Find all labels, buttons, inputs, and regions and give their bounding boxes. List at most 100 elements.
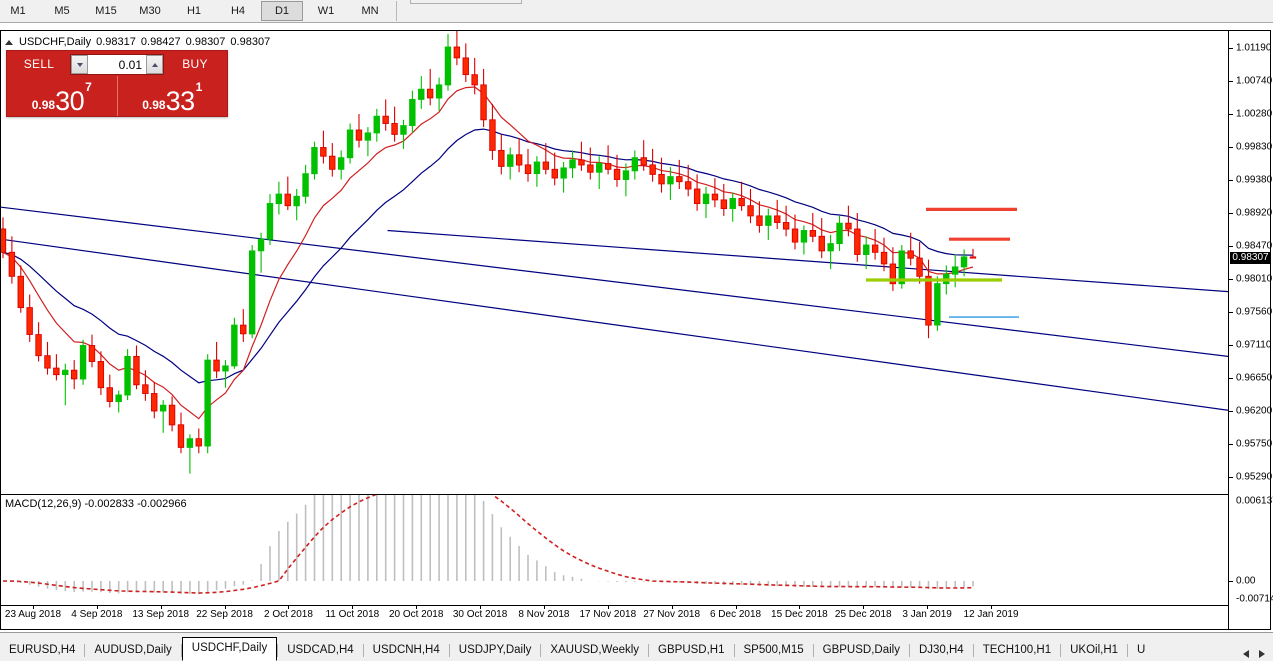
chart-tab-tech100-h1[interactable]: TECH100,H1 — [982, 644, 1052, 656]
tab-separator — [362, 644, 364, 657]
chart-close-value: 0.98307 — [230, 36, 271, 48]
price-axis-label: 1.00280 — [1236, 108, 1273, 120]
timeframe-button-m15[interactable]: M15 — [95, 5, 117, 17]
price-axis-label: 0.96200 — [1236, 405, 1273, 417]
candle-body — [1, 228, 7, 253]
candle-body — [409, 98, 416, 127]
candle-body — [213, 359, 220, 372]
chart-frame[interactable]: MACD(12,26,9) -0.002833 -0.002966 23 Aug… — [0, 30, 1273, 630]
candle-body — [916, 257, 923, 277]
candle-body — [106, 387, 113, 402]
sell-button-label[interactable]: SELL — [23, 57, 55, 71]
price-axis-tick — [1229, 146, 1233, 148]
price-axis-tick — [1229, 312, 1233, 313]
volume-decrement-button[interactable] — [71, 55, 88, 74]
candle-body — [747, 205, 754, 217]
moving-average-line — [2, 128, 974, 384]
chart-tab-usdchf-daily[interactable]: USDCHF,Daily — [181, 637, 278, 661]
date-axis-label: 8 Nov 2018 — [518, 609, 570, 620]
timeframe-button-h1[interactable]: H1 — [186, 5, 202, 17]
tab-scroll-controls[interactable] — [1239, 650, 1273, 661]
price-axis-label: 0.97110 — [1236, 339, 1272, 351]
chart-tab-dj30-h4[interactable]: DJ30,H4 — [918, 644, 964, 656]
collapse-triangle-icon[interactable] — [5, 39, 13, 45]
candle-body — [863, 244, 870, 255]
date-axis-tick — [991, 605, 992, 609]
timeframe-button-d1[interactable]: D1 — [261, 1, 303, 21]
timeframe-button-m1[interactable]: M1 — [10, 5, 26, 17]
candle-body — [898, 250, 905, 285]
timeframe-button-m5[interactable]: M5 — [54, 5, 70, 17]
date-axis-tick — [863, 605, 865, 609]
candle-body — [62, 369, 69, 376]
candle-body — [631, 157, 639, 172]
timeframe-button-h4[interactable]: H4 — [230, 5, 246, 17]
candle-body — [88, 345, 96, 362]
candle-body — [70, 369, 78, 380]
chart-high-value: 0.98427 — [140, 36, 181, 48]
candle-body — [248, 250, 256, 335]
candle-body — [489, 119, 496, 151]
chart-tab-u[interactable]: U — [1137, 644, 1146, 656]
timeframe-button-m30[interactable]: M30 — [139, 5, 161, 17]
candle-body — [462, 57, 469, 76]
candle-body — [320, 147, 327, 157]
chart-tab-usdcnh-h4[interactable]: USDCNH,H4 — [372, 644, 440, 656]
price-chart-pane[interactable] — [1, 31, 1228, 494]
timeframe-button-w1[interactable]: W1 — [317, 5, 335, 17]
one-click-trading-panel[interactable]: SELL 0.01 BUY 0.98 30 7 0.98 33 1 — [6, 50, 228, 117]
candle-body — [311, 147, 318, 175]
chart-tab-eurusd-h4[interactable]: EURUSD,H4 — [9, 644, 76, 656]
candle-body — [266, 203, 274, 240]
date-axis-label: 13 Sep 2018 — [132, 609, 190, 620]
chart-tab-usdjpy-daily[interactable]: USDJPY,Daily — [458, 644, 532, 656]
candle-body — [382, 115, 389, 124]
trade-panel-prices: 0.98 30 7 0.98 33 1 — [7, 76, 227, 116]
price-axis-label: 0.98920 — [1236, 207, 1273, 219]
price-axis-tick — [1229, 212, 1233, 214]
tab-separator — [1060, 644, 1062, 657]
sell-price-big: 30 — [55, 86, 85, 117]
price-axis-label: 0.95750 — [1236, 438, 1273, 450]
date-axis-tick — [416, 605, 418, 609]
chart-tab-ukoil-h1[interactable]: UKOil,H1 — [1070, 644, 1119, 656]
candle-body — [578, 159, 585, 166]
price-axis[interactable]: 1.01190 1.00740 1.00280 0.99830 0.99380 0.989… — [1229, 31, 1272, 494]
volume-stepper[interactable]: 0.01 — [70, 54, 164, 75]
candle-body — [507, 154, 514, 167]
macd-indicator-pane[interactable]: MACD(12,26,9) -0.002833 -0.002966 — [1, 495, 1228, 605]
candle-body — [17, 275, 24, 309]
chart-tab-sp500-m15[interactable]: SP500,M15 — [743, 644, 804, 656]
price-axis-tick — [1229, 245, 1233, 247]
chart-tab-bar[interactable]: EURUSD,H4 AUDUSD,Daily USDCHF,Daily USDCAD,… — [0, 632, 1273, 661]
chart-tab-usdcad-h4[interactable]: USDCAD,H4 — [287, 644, 354, 656]
scroll-right-icon[interactable] — [1259, 650, 1265, 658]
date-axis-label: 22 Sep 2018 — [196, 609, 253, 620]
chart-tab-xauusd-weekly[interactable]: XAUUSD,Weekly — [550, 644, 640, 656]
scroll-left-icon[interactable] — [1243, 650, 1249, 658]
date-axis: 23 Aug 2018 4 Sep 2018 13 Sep 2018 22 Sep 2… — [1, 605, 1228, 628]
price-axis-label: 0.98470 — [1236, 240, 1273, 252]
candle-body — [480, 84, 487, 121]
candle-body — [756, 215, 763, 226]
volume-increment-button[interactable] — [146, 55, 163, 74]
buy-price-button[interactable]: 0.98 33 1 — [118, 76, 228, 116]
chart-tab-gbpusd-daily[interactable]: GBPUSD,Daily — [822, 644, 900, 656]
candle-body — [604, 163, 612, 170]
candle-body — [8, 251, 16, 277]
candle-body — [231, 324, 238, 367]
candle-body — [685, 181, 692, 190]
buy-button-label[interactable]: BUY — [182, 57, 208, 71]
chart-tab-gbpusd-h1[interactable]: GBPUSD,H1 — [658, 644, 725, 656]
sell-price-button[interactable]: 0.98 30 7 — [7, 76, 118, 116]
timeframe-button-mn[interactable]: MN — [361, 5, 379, 17]
date-axis-label: 30 Oct 2018 — [452, 609, 508, 620]
tab-separator — [1127, 644, 1129, 657]
candle-body — [53, 367, 60, 376]
candle-body — [364, 132, 372, 141]
candle-body — [257, 238, 265, 252]
timeframe-toolbar: M1 M5 M15 M30 H1 H4 D1 W1 MN — [0, 0, 1273, 23]
candle-body — [133, 355, 140, 386]
volume-input[interactable]: 0.01 — [88, 55, 146, 74]
chart-tab-audusd-daily[interactable]: AUDUSD,Daily — [94, 644, 172, 656]
